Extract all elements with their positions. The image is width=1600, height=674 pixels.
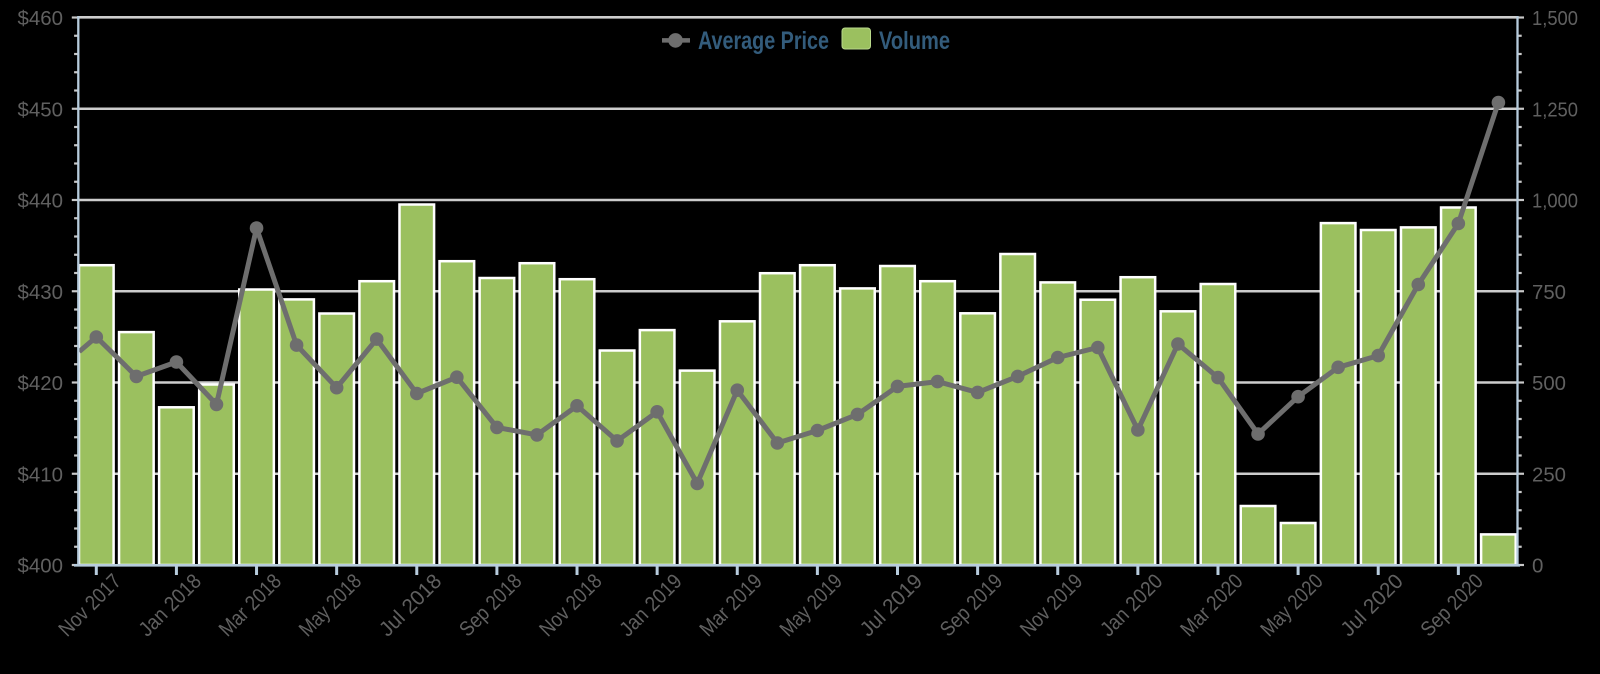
- svg-text:1,500: 1,500: [1532, 7, 1578, 30]
- svg-text:$400: $400: [18, 555, 64, 578]
- svg-text:Average Price: Average Price: [698, 27, 829, 55]
- svg-text:$450: $450: [18, 98, 64, 121]
- svg-text:Nov 2018: Nov 2018: [535, 570, 606, 641]
- svg-text:Jan 2018: Jan 2018: [135, 570, 206, 641]
- svg-text:Sep 2019: Sep 2019: [936, 570, 1007, 641]
- svg-text:750: 750: [1532, 281, 1566, 304]
- svg-text:Jan 2020: Jan 2020: [1096, 570, 1167, 641]
- svg-text:Mar 2020: Mar 2020: [1176, 570, 1247, 641]
- svg-text:$460: $460: [18, 7, 64, 30]
- svg-text:Jul 2018: Jul 2018: [375, 570, 446, 641]
- svg-text:$430: $430: [18, 281, 64, 304]
- svg-text:Sep 2018: Sep 2018: [455, 570, 526, 641]
- svg-text:$410: $410: [18, 463, 64, 486]
- svg-text:Jul 2020: Jul 2020: [1336, 570, 1407, 641]
- svg-text:0: 0: [1532, 555, 1543, 578]
- svg-text:Volume: Volume: [879, 27, 950, 55]
- svg-text:1,250: 1,250: [1532, 98, 1578, 121]
- svg-text:May 2019: May 2019: [775, 570, 846, 641]
- svg-text:Jan 2019: Jan 2019: [615, 570, 686, 641]
- svg-text:250: 250: [1532, 463, 1566, 486]
- svg-text:Nov 2019: Nov 2019: [1016, 570, 1087, 641]
- svg-text:500: 500: [1532, 372, 1566, 395]
- svg-text:Mar 2019: Mar 2019: [695, 570, 766, 641]
- svg-text:May 2018: May 2018: [295, 570, 366, 641]
- svg-text:May 2020: May 2020: [1256, 570, 1327, 641]
- svg-text:1,000: 1,000: [1532, 190, 1578, 213]
- svg-text:$440: $440: [18, 190, 64, 213]
- svg-text:Nov 2017: Nov 2017: [54, 570, 125, 641]
- svg-text:Sep 2020: Sep 2020: [1416, 570, 1487, 641]
- svg-text:Mar 2018: Mar 2018: [215, 570, 286, 641]
- svg-text:$420: $420: [18, 372, 64, 395]
- svg-text:Jul 2019: Jul 2019: [856, 570, 927, 641]
